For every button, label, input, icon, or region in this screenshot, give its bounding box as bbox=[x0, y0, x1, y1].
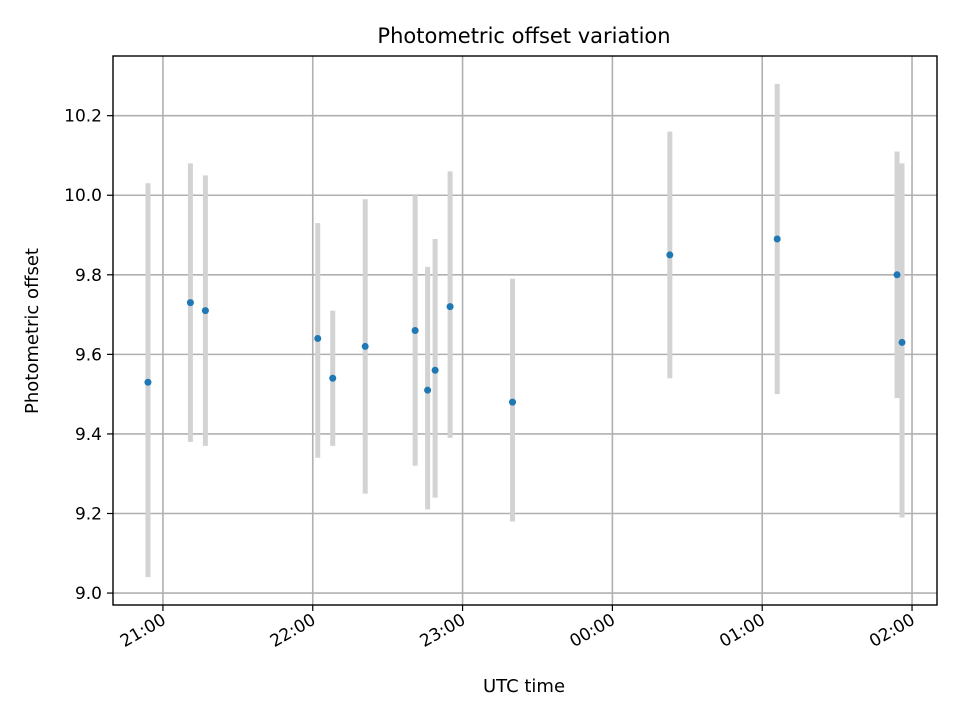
y-tick-label: 10.2 bbox=[64, 107, 102, 127]
grid-lines bbox=[113, 56, 937, 605]
data-point bbox=[201, 307, 209, 315]
data-point bbox=[329, 374, 337, 382]
y-tick-label: 9.4 bbox=[75, 425, 102, 445]
plot-frame bbox=[112, 55, 938, 606]
y-tick-label: 9.0 bbox=[75, 584, 102, 604]
data-points bbox=[144, 235, 906, 406]
data-point bbox=[446, 303, 454, 311]
y-tick-label: 10.0 bbox=[64, 186, 102, 206]
y-axis-label: Photometric offset bbox=[22, 248, 43, 414]
data-point bbox=[424, 386, 432, 394]
data-point bbox=[431, 366, 439, 374]
y-tick-label: 9.6 bbox=[75, 345, 102, 365]
chart-title: Photometric offset variation bbox=[377, 24, 670, 48]
data-point bbox=[144, 378, 152, 386]
data-point bbox=[186, 299, 194, 307]
data-point bbox=[666, 251, 674, 259]
data-point bbox=[898, 338, 906, 346]
data-point bbox=[411, 327, 419, 334]
data-point bbox=[314, 334, 322, 342]
data-point bbox=[893, 271, 901, 279]
y-axis: 9.0 9.2 9.4 9.6 9.8 10.0 10.2 bbox=[64, 107, 113, 604]
x-axis-label: UTC time bbox=[483, 676, 565, 697]
y-tick-label: 9.8 bbox=[75, 266, 102, 286]
data-point bbox=[361, 342, 369, 350]
data-point bbox=[773, 235, 781, 243]
data-point bbox=[509, 398, 517, 406]
y-tick-label: 9.2 bbox=[75, 505, 102, 525]
